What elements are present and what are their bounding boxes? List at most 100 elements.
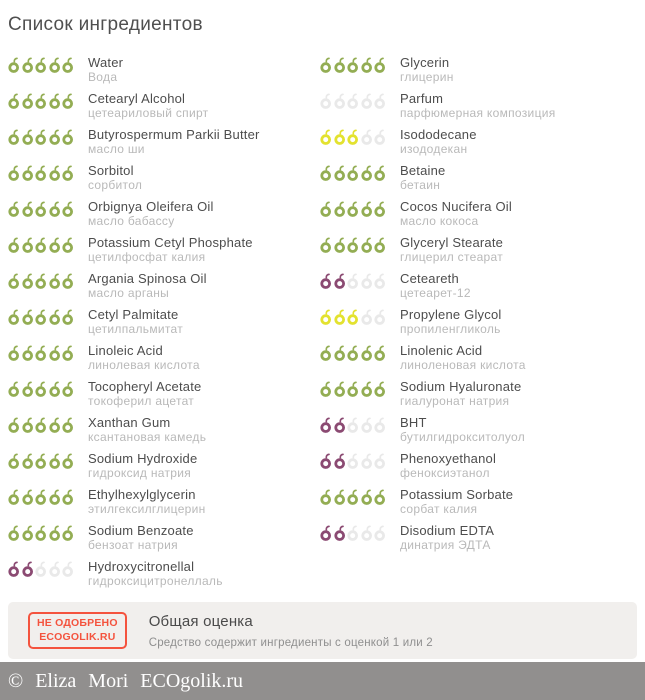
- apple-rating-icon: [62, 273, 73, 289]
- apple-rating-icon: [360, 417, 372, 433]
- ingredient-row: Cetyl Palmitate цетилпальмитат: [8, 308, 320, 336]
- ingredient-row: Water Вода: [8, 56, 320, 84]
- ingredient-names: Cetearyl Alcohol цетеариловый спирт: [88, 92, 208, 120]
- ingredient-name-en: Phenoxyethanol: [400, 451, 497, 466]
- ingredient-names: Propylene Glycol пропиленгликоль: [400, 308, 501, 336]
- apple-rating-icon: [48, 165, 60, 181]
- apple-rating-icon: [360, 381, 372, 397]
- ingredient-names: Xanthan Gum ксантановая камедь: [88, 416, 206, 444]
- ingredient-names: Orbignya Oleifera Oil масло бабассу: [88, 200, 214, 228]
- apple-rating-icon: [374, 345, 385, 361]
- apple-rating-icon: [320, 201, 331, 217]
- ingredient-name-en: Linolenic Acid: [400, 343, 483, 358]
- apple-rating-icon: [35, 453, 46, 469]
- apple-rating-icon: [35, 273, 46, 289]
- apple-rating-icon: [360, 57, 372, 73]
- apple-rating-icon: [62, 381, 73, 397]
- apple-rating-icon: [347, 237, 358, 253]
- ingredient-names: Phenoxyethanol феноксиэтанол: [400, 452, 496, 480]
- apple-rating-icon: [8, 381, 19, 397]
- apple-rating-icon: [48, 381, 60, 397]
- ingredient-rating: [320, 416, 386, 433]
- apple-rating-icon: [320, 57, 331, 73]
- ingredient-name-ru: бутилгидрокситолуол: [400, 430, 526, 444]
- apple-rating-icon: [333, 525, 345, 541]
- ingredients-section: Список ингредиентов Water Вода Cetearyl Al…: [8, 14, 637, 660]
- apple-rating-icon: [8, 525, 19, 541]
- apple-rating-icon: [333, 489, 345, 505]
- ingredient-rating: [320, 164, 386, 181]
- apple-rating-icon: [374, 489, 385, 505]
- apple-rating-icon: [333, 345, 345, 361]
- ingredient-names: Butyrospermum Parkii Butter масло ши: [88, 128, 260, 156]
- apple-rating-icon: [48, 129, 60, 145]
- ingredient-row: Betaine бетаин: [320, 164, 637, 192]
- apple-rating-icon: [8, 489, 19, 505]
- ingredient-row: Glyceryl Stearate глицерил стеарат: [320, 236, 637, 264]
- apple-rating-icon: [374, 201, 385, 217]
- apple-rating-icon: [360, 489, 372, 505]
- ingredient-name-ru: изододекан: [400, 142, 468, 156]
- ingredient-name-en: Argania Spinosa Oil: [88, 271, 207, 286]
- ingredient-row: Phenoxyethanol феноксиэтанол: [320, 452, 637, 480]
- apple-rating-icon: [35, 525, 46, 541]
- not-approved-stamp: НЕ ОДОБРЕНО ECOGOLIK.RU: [28, 612, 127, 650]
- ingredient-row: Propylene Glycol пропиленгликоль: [320, 308, 637, 336]
- apple-rating-icon: [8, 309, 19, 325]
- ingredient-name-ru: бензоат натрия: [88, 538, 178, 552]
- ingredient-rating: [320, 344, 386, 361]
- ingredient-names: Argania Spinosa Oil масло арганы: [88, 272, 207, 300]
- apple-rating-icon: [347, 165, 358, 181]
- ingredient-name-en: Sodium Hyaluronate: [400, 379, 522, 394]
- ingredient-row: Sorbitol сорбитол: [8, 164, 320, 192]
- ingredient-names: Betaine бетаин: [400, 164, 446, 192]
- ingredient-name-en: Xanthan Gum: [88, 415, 171, 430]
- ingredient-rating: [320, 128, 386, 145]
- apple-rating-icon: [48, 417, 60, 433]
- ingredient-name-en: Betaine: [400, 163, 446, 178]
- ingredient-rating: [8, 560, 74, 577]
- apple-rating-icon: [347, 129, 358, 145]
- ingredient-row: Sodium Hyaluronate гиалуронат натрия: [320, 380, 637, 408]
- ingredient-rating: [320, 272, 386, 289]
- ingredient-name-en: Orbignya Oleifera Oil: [88, 199, 214, 214]
- ingredient-name-ru: токоферил ацетат: [88, 394, 195, 408]
- ingredient-row: Tocopheryl Acetate токоферил ацетат: [8, 380, 320, 408]
- apple-rating-icon: [360, 201, 372, 217]
- ingredient-name-en: Tocopheryl Acetate: [88, 379, 202, 394]
- apple-rating-icon: [320, 309, 331, 325]
- ingredient-names: Glycerin глицерин: [400, 56, 454, 84]
- ingredient-name-ru: глицерин: [400, 70, 454, 84]
- ingredient-names: Cocos Nucifera Oil масло кокоса: [400, 200, 512, 228]
- apple-rating-icon: [8, 57, 19, 73]
- apple-rating-icon: [48, 273, 60, 289]
- apple-rating-icon: [62, 129, 73, 145]
- apple-rating-icon: [333, 453, 345, 469]
- ingredient-name-ru: масло бабассу: [88, 214, 175, 228]
- ingredient-name-en: Water: [88, 55, 124, 70]
- apple-rating-icon: [62, 453, 73, 469]
- ingredient-names: Potassium Cetyl Phosphate цетилфосфат кал…: [88, 236, 253, 264]
- ingredient-rating: [8, 272, 74, 289]
- apple-rating-icon: [35, 201, 46, 217]
- ingredient-row: Linolenic Acid линоленовая кислота: [320, 344, 637, 372]
- apple-rating-icon: [333, 165, 345, 181]
- ingredient-rating: [8, 308, 74, 325]
- ingredient-name-en: Sodium Benzoate: [88, 523, 194, 538]
- apple-rating-icon: [8, 237, 19, 253]
- apple-rating-icon: [8, 273, 19, 289]
- apple-rating-icon: [21, 345, 33, 361]
- ingredient-rating: [320, 488, 386, 505]
- apple-rating-icon: [21, 381, 33, 397]
- ingredient-names: Ceteareth цетеарет-12: [400, 272, 471, 300]
- apple-rating-icon: [48, 309, 60, 325]
- ingredient-rating: [320, 56, 386, 73]
- ingredient-rating: [8, 236, 74, 253]
- ingredient-names: Linoleic Acid линолевая кислота: [88, 344, 200, 372]
- ingredient-name-ru: парфюмерная композиция: [400, 106, 556, 120]
- apple-rating-icon: [21, 561, 33, 577]
- apple-rating-icon: [21, 129, 33, 145]
- ingredient-row: Cocos Nucifera Oil масло кокоса: [320, 200, 637, 228]
- apple-rating-icon: [35, 345, 46, 361]
- page-title: Список ингредиентов: [8, 14, 203, 35]
